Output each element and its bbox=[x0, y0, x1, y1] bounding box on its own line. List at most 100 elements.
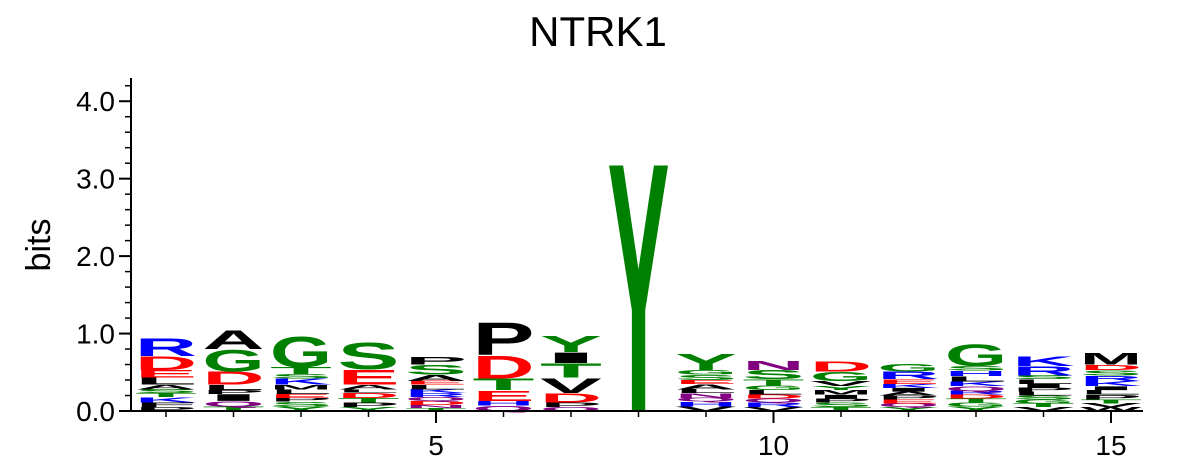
logo-glyph-Q: Q bbox=[675, 397, 737, 403]
logo-glyph-E: E bbox=[270, 393, 332, 399]
logo-glyph-T: T bbox=[810, 406, 872, 412]
logo-glyph-T: T bbox=[743, 378, 805, 388]
logo-glyph-A: A bbox=[405, 373, 467, 383]
logo-glyph-Q: Q bbox=[540, 406, 602, 412]
logo-glyph-L: L bbox=[675, 388, 737, 394]
x-tick-label: 5 bbox=[428, 430, 444, 461]
logo-glyph-K: K bbox=[405, 388, 467, 394]
logo-glyph-E: E bbox=[473, 388, 535, 405]
logo-glyph-Y: Y bbox=[338, 406, 400, 412]
logo-glyph-Y: Y bbox=[810, 385, 872, 391]
logo-glyph-L: L bbox=[203, 383, 265, 391]
logo-glyph-Y: Y bbox=[945, 405, 1007, 412]
logo-glyph-K: K bbox=[135, 396, 197, 404]
logo-glyph-R: R bbox=[1013, 364, 1075, 379]
logo-glyph-G: G bbox=[810, 369, 872, 384]
logo-glyph-H: H bbox=[945, 369, 1007, 377]
logo-glyph-L: L bbox=[135, 376, 197, 387]
logo-glyph-Y: Y bbox=[270, 405, 332, 412]
logo-glyph-V: V bbox=[1080, 402, 1142, 408]
logo-glyph-Q: Q bbox=[945, 385, 1007, 392]
logo-glyph-G: G bbox=[743, 384, 805, 391]
logo-glyph-D: D bbox=[405, 400, 467, 406]
logo-glyph-E: E bbox=[405, 380, 467, 386]
logo-glyph-P: P bbox=[810, 398, 872, 404]
logo-glyph-D: D bbox=[810, 358, 872, 375]
logo-glyph-D: D bbox=[1080, 363, 1142, 371]
logo-glyph-G: G bbox=[1013, 398, 1075, 404]
logo-glyph-T: T bbox=[540, 359, 602, 382]
logo-glyph-S: S bbox=[270, 400, 332, 407]
chart-title: NTRK1 bbox=[529, 8, 667, 55]
axes: 0.0 1.0 2.0 3.0 4.0 5 10 15 bbox=[76, 78, 1143, 461]
logo-glyph-T: T bbox=[135, 392, 197, 398]
logo-glyph-K: K bbox=[945, 380, 1007, 387]
logo-glyph-R: R bbox=[135, 334, 197, 362]
logo-glyph-T: T bbox=[1013, 402, 1075, 408]
logo-glyph-I: I bbox=[1013, 383, 1075, 389]
logo-glyph-D: D bbox=[743, 394, 805, 400]
logo-glyph-P: P bbox=[878, 394, 940, 400]
x-tick-label: 15 bbox=[1095, 430, 1126, 461]
logo-glyph-P: P bbox=[1013, 387, 1075, 393]
logo-glyph-A: A bbox=[203, 325, 265, 355]
y-tick-label: 3.0 bbox=[76, 164, 115, 195]
logo-glyph-L: L bbox=[1013, 378, 1075, 385]
logo-glyph-A: A bbox=[878, 391, 940, 397]
logo-glyph-F: F bbox=[135, 401, 197, 408]
logo-glyph-D: D bbox=[945, 394, 1007, 400]
logo-glyph-K: K bbox=[878, 383, 940, 389]
logo-glyph-L: L bbox=[338, 389, 400, 394]
logo-glyph-G: G bbox=[675, 369, 737, 376]
logo-glyph-D: D bbox=[135, 353, 197, 375]
logo-glyph-I: I bbox=[203, 392, 265, 403]
logo-glyph-P: P bbox=[540, 401, 602, 408]
logo-glyph-L: L bbox=[945, 375, 1007, 383]
logo-glyph-P: P bbox=[203, 389, 265, 395]
logo-glyph-P: P bbox=[1080, 393, 1142, 400]
logo-glyph-V: V bbox=[675, 405, 737, 412]
logo-glyph-Y: Y bbox=[675, 350, 737, 375]
logo-glyph-S: S bbox=[945, 365, 1007, 372]
logo-glyph-T: T bbox=[405, 407, 467, 412]
logo-glyph-Q: Q bbox=[473, 404, 535, 412]
logo-glyph-E: E bbox=[878, 398, 940, 404]
logo-glyph-N: N bbox=[743, 358, 805, 373]
logo-glyph-S: S bbox=[675, 373, 737, 381]
logo-glyph-S: S bbox=[135, 388, 197, 394]
logo-glyph-I: I bbox=[1080, 385, 1142, 391]
logo-glyph-N: N bbox=[405, 404, 467, 409]
logo-glyph-D: D bbox=[203, 368, 265, 388]
logo-glyph-S: S bbox=[743, 368, 805, 382]
logo-glyph-T: T bbox=[945, 398, 1007, 404]
logo-glyph-G: G bbox=[945, 338, 1007, 373]
logo-glyph-L: L bbox=[1080, 389, 1142, 396]
logo-glyph-R: R bbox=[405, 392, 467, 398]
logo-glyph-E: E bbox=[135, 368, 197, 380]
logo-glyph-T: T bbox=[270, 365, 332, 376]
logo-glyph-Q: Q bbox=[203, 400, 265, 408]
logo-glyph-A: A bbox=[675, 382, 737, 390]
logo-glyph-V: V bbox=[1013, 406, 1075, 412]
logo-glyph-P: P bbox=[338, 401, 400, 408]
y-tick-label: 0.0 bbox=[76, 396, 115, 427]
logo-glyph-R: R bbox=[1080, 374, 1142, 382]
logo-glyph-P: P bbox=[405, 355, 467, 367]
logo-glyph-A: A bbox=[338, 383, 400, 390]
logo-glyph-T: T bbox=[338, 397, 400, 404]
logo-glyph-E: E bbox=[338, 365, 400, 389]
logo-glyph-L: L bbox=[1013, 391, 1075, 397]
logo-glyph-L: L bbox=[270, 388, 332, 395]
logo-glyph-P: P bbox=[473, 313, 535, 366]
logo-glyph-S: S bbox=[1013, 394, 1075, 400]
